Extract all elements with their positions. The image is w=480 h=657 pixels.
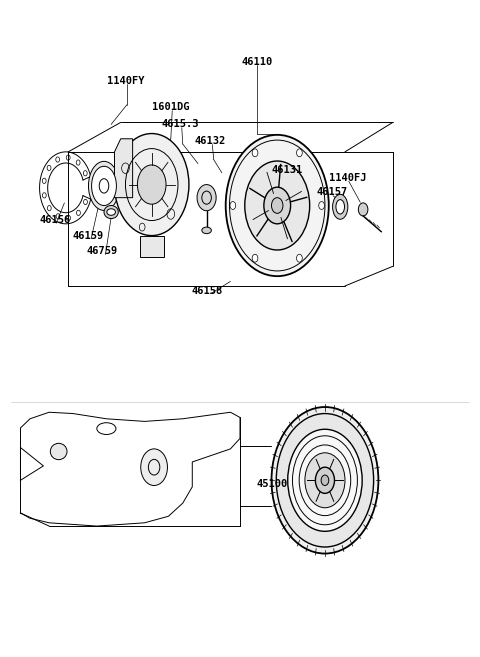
Text: 46156: 46156 <box>39 215 71 225</box>
Circle shape <box>252 149 258 157</box>
Text: 4615.3: 4615.3 <box>162 120 199 129</box>
Circle shape <box>197 185 216 211</box>
Circle shape <box>319 202 324 210</box>
Circle shape <box>141 449 168 486</box>
Circle shape <box>230 202 236 210</box>
Text: 1601DG: 1601DG <box>152 102 190 112</box>
Circle shape <box>359 203 368 216</box>
Text: 46132: 46132 <box>195 137 226 147</box>
Ellipse shape <box>104 206 118 219</box>
Ellipse shape <box>107 209 116 215</box>
Text: 46759: 46759 <box>87 246 118 256</box>
Circle shape <box>264 187 290 224</box>
Text: 1140FY: 1140FY <box>107 76 144 86</box>
Circle shape <box>297 149 302 157</box>
Circle shape <box>245 161 310 250</box>
Ellipse shape <box>50 443 67 460</box>
Text: 46157: 46157 <box>316 187 347 197</box>
Circle shape <box>321 475 329 486</box>
Ellipse shape <box>336 200 345 214</box>
Circle shape <box>276 413 373 547</box>
Circle shape <box>305 453 345 508</box>
Circle shape <box>252 254 258 262</box>
Circle shape <box>272 407 378 554</box>
Ellipse shape <box>92 166 116 206</box>
Circle shape <box>137 165 166 204</box>
Text: 46131: 46131 <box>271 165 302 175</box>
Circle shape <box>226 135 329 276</box>
Ellipse shape <box>333 194 348 219</box>
Text: 46159: 46159 <box>72 231 104 240</box>
Polygon shape <box>115 139 132 198</box>
Polygon shape <box>140 236 164 256</box>
Circle shape <box>315 467 335 493</box>
Text: 1140FJ: 1140FJ <box>329 173 366 183</box>
Circle shape <box>288 429 362 532</box>
Ellipse shape <box>202 227 211 234</box>
Circle shape <box>115 133 189 236</box>
Text: 46110: 46110 <box>241 57 272 66</box>
Circle shape <box>297 254 302 262</box>
Text: 45100: 45100 <box>257 479 288 489</box>
Ellipse shape <box>88 162 120 210</box>
Circle shape <box>272 198 283 214</box>
Text: 46158: 46158 <box>192 286 223 296</box>
